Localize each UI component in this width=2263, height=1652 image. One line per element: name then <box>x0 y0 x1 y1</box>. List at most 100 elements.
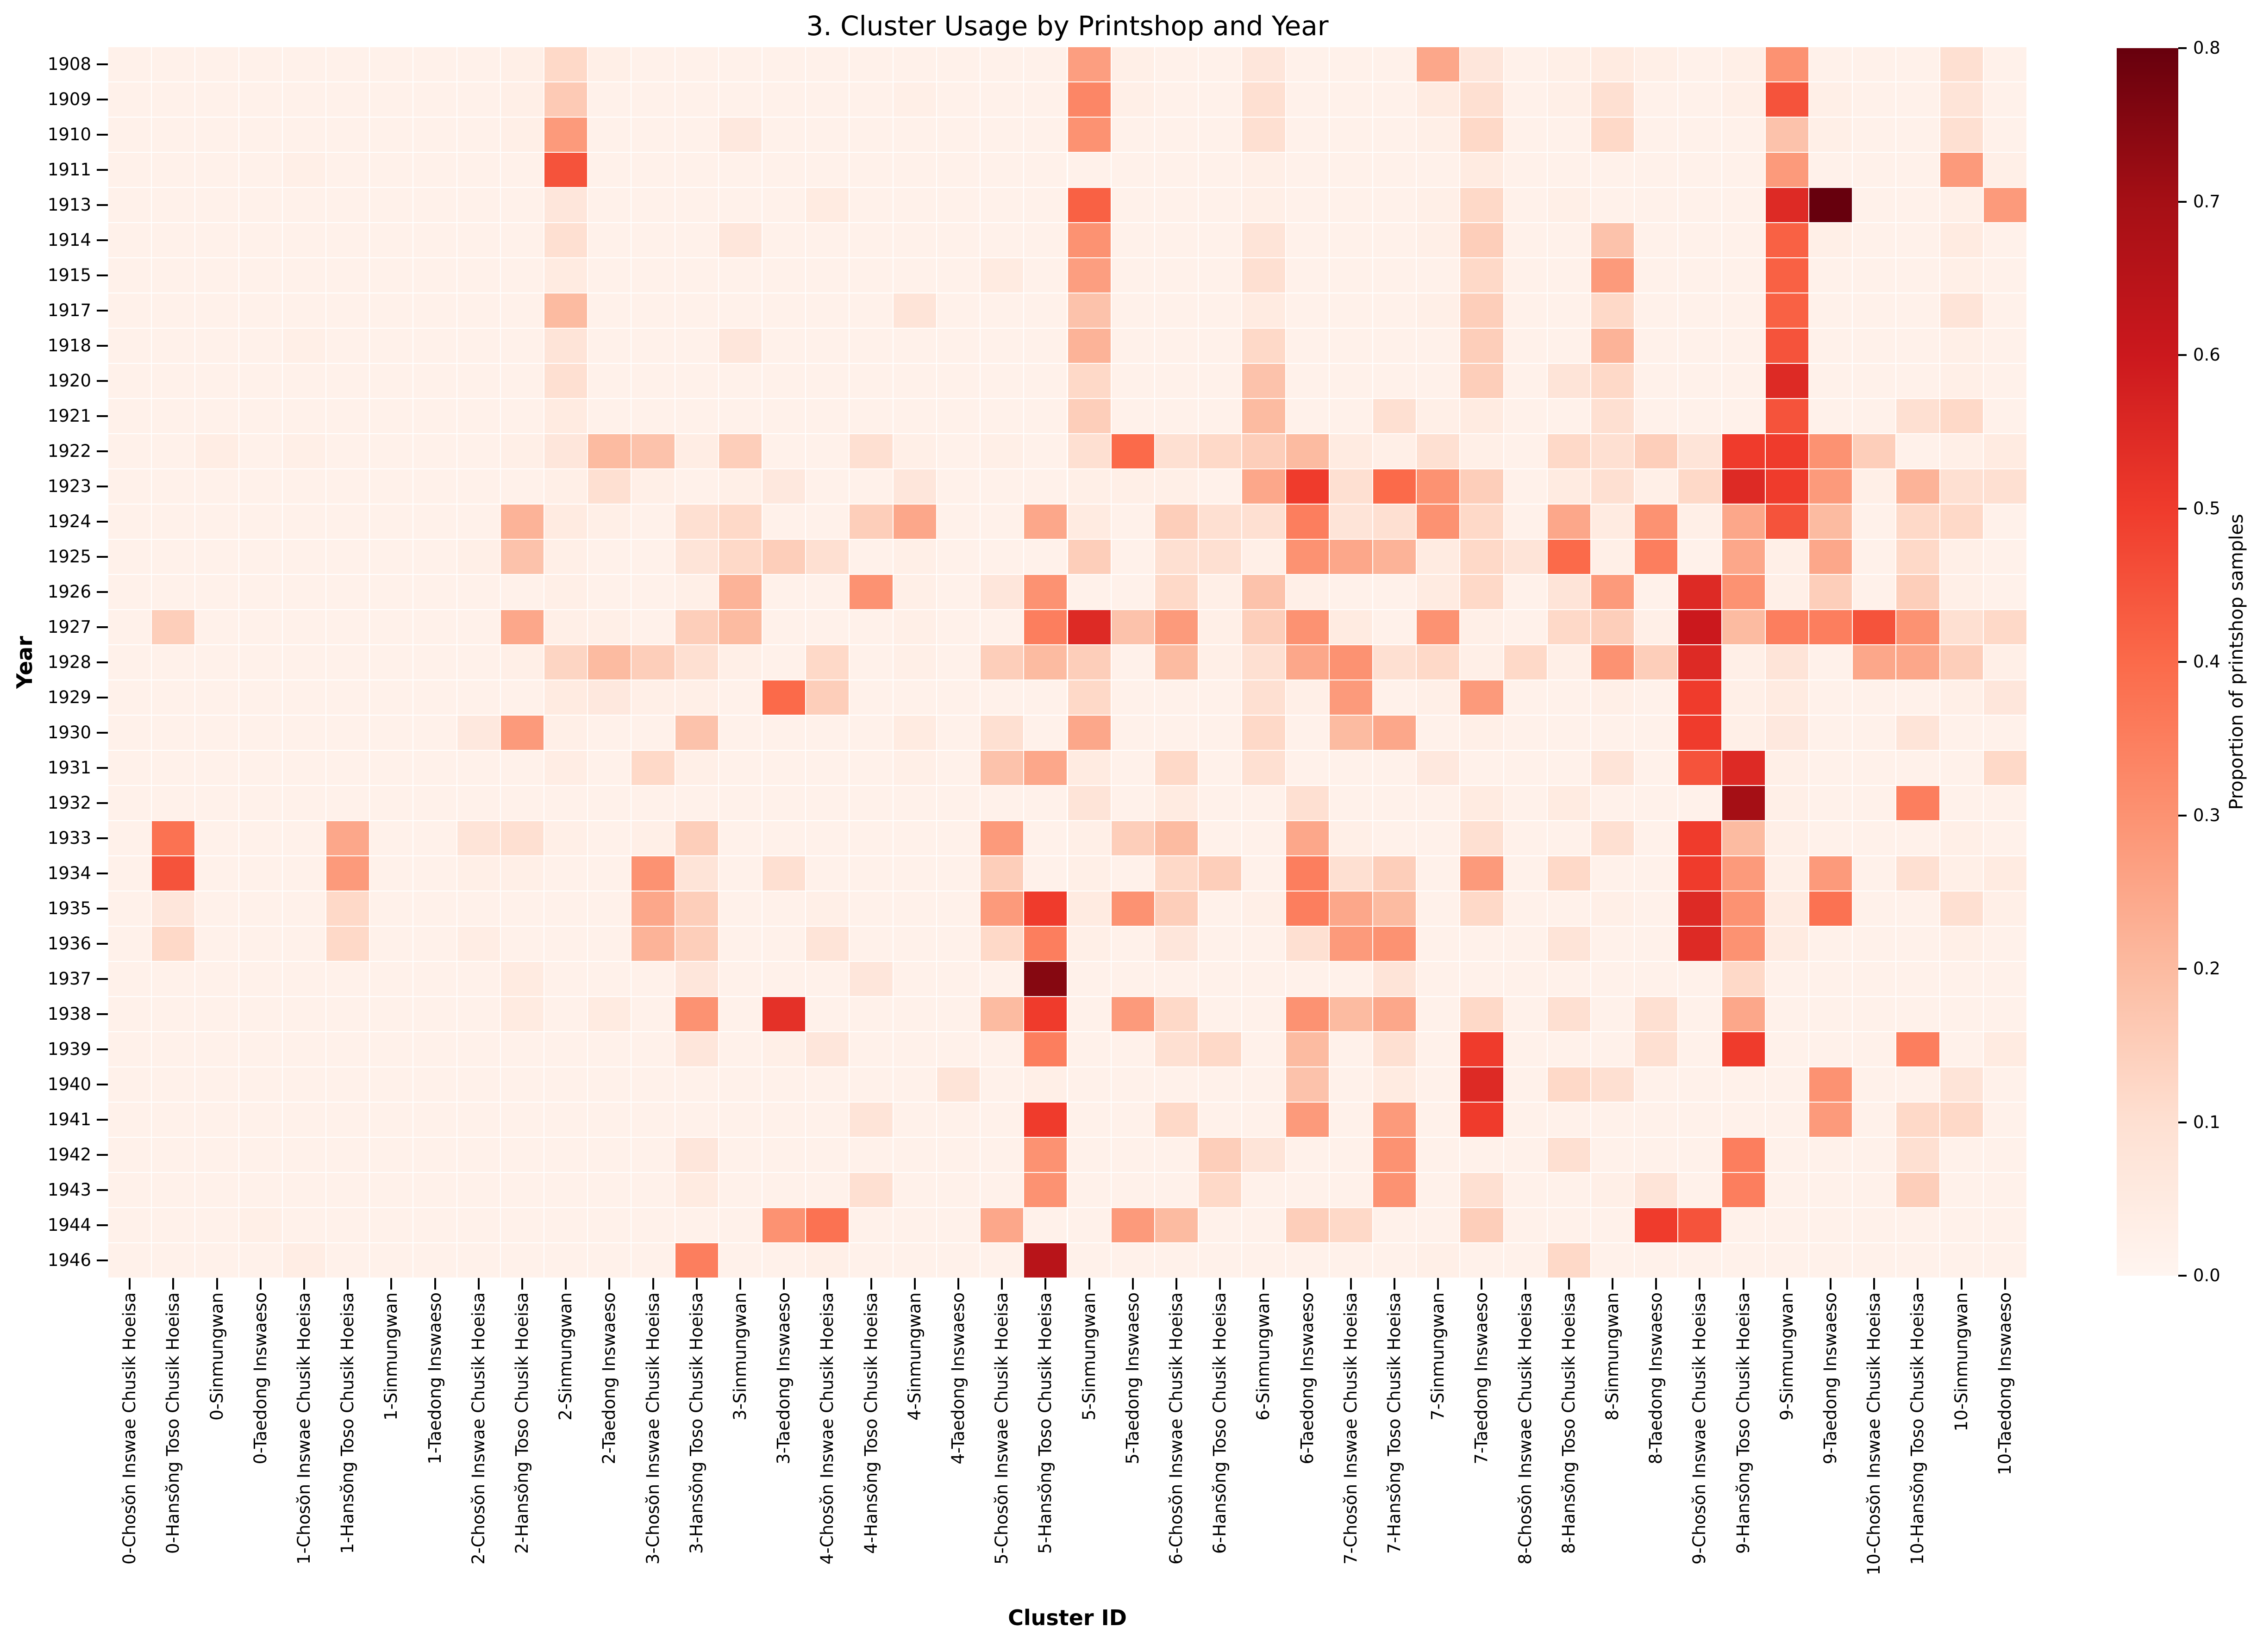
heatmap-cell <box>1765 645 1809 680</box>
heatmap-cell <box>1939 47 1983 82</box>
heatmap-cell <box>1460 891 1504 926</box>
heatmap-cell <box>456 293 500 328</box>
heatmap-cell <box>1416 258 1460 293</box>
heatmap-cell <box>936 363 981 399</box>
heatmap-cell <box>1765 891 1809 926</box>
heatmap-cell <box>151 926 195 961</box>
heatmap-cell <box>1590 399 1635 434</box>
heatmap-cell <box>1634 856 1678 891</box>
heatmap-cell <box>1678 926 1722 961</box>
heatmap-cell <box>1765 1032 1809 1067</box>
heatmap-cell <box>936 82 981 117</box>
x-tick <box>1437 1278 1439 1290</box>
heatmap-cell <box>1939 152 1983 187</box>
heatmap-cell <box>282 152 326 187</box>
heatmap-cell <box>1503 785 1547 821</box>
heatmap-cell <box>1285 610 1329 645</box>
heatmap-cell <box>1765 187 1809 223</box>
heatmap-cell <box>1634 469 1678 504</box>
heatmap-cell <box>108 997 152 1032</box>
heatmap-cell <box>1939 117 1983 152</box>
heatmap-cell <box>1460 469 1504 504</box>
heatmap-cell <box>413 680 457 715</box>
heatmap-cell <box>1067 152 1111 187</box>
heatmap-cell <box>762 821 806 856</box>
heatmap-cell <box>1372 47 1417 82</box>
heatmap-cell <box>1460 1208 1504 1243</box>
heatmap-cell <box>1460 223 1504 258</box>
heatmap-cell <box>326 539 370 574</box>
x-tick <box>1219 1278 1221 1290</box>
x-tick-label: 8-Sinmungwan <box>1602 1292 1623 1421</box>
y-tick-label: 1942 <box>47 1145 91 1165</box>
heatmap-cell <box>1067 1137 1111 1172</box>
heatmap-cell <box>151 821 195 856</box>
heatmap-cell <box>1329 610 1373 645</box>
heatmap-cell <box>1067 1172 1111 1208</box>
y-tick-label: 1935 <box>47 898 91 918</box>
heatmap-cell <box>238 680 282 715</box>
heatmap-cell <box>980 1208 1024 1243</box>
heatmap-cell <box>195 258 239 293</box>
heatmap-cell <box>456 258 500 293</box>
y-tick-label: 1913 <box>47 195 91 215</box>
heatmap-cell <box>1634 187 1678 223</box>
heatmap-cell <box>1547 293 1591 328</box>
x-tick <box>390 1278 393 1290</box>
heatmap-cell <box>413 293 457 328</box>
heatmap-cell <box>1416 152 1460 187</box>
heatmap-cell <box>1808 1102 1853 1137</box>
heatmap-cell <box>588 117 631 152</box>
heatmap-cell <box>326 961 370 997</box>
heatmap-cell <box>456 117 500 152</box>
heatmap-cell <box>588 1137 631 1172</box>
heatmap-cell <box>369 1172 413 1208</box>
heatmap-cell <box>1460 539 1504 574</box>
heatmap-cell <box>1503 1067 1547 1102</box>
heatmap-cell <box>238 750 282 785</box>
heatmap-cell <box>718 187 763 223</box>
heatmap-cell <box>1460 363 1504 399</box>
heatmap-cell <box>1678 434 1722 469</box>
x-tick <box>216 1278 218 1290</box>
heatmap-cell <box>1198 926 1242 961</box>
heatmap-cell <box>413 715 457 750</box>
heatmap-cell <box>326 117 370 152</box>
heatmap-cell <box>849 328 893 363</box>
heatmap-cell <box>1547 856 1591 891</box>
heatmap-cell <box>1416 363 1460 399</box>
heatmap-cell <box>1329 856 1373 891</box>
heatmap-cell <box>195 926 239 961</box>
heatmap-cell <box>1198 82 1242 117</box>
heatmap-cell <box>1242 504 1286 539</box>
heatmap-cell <box>151 328 195 363</box>
heatmap-cell <box>762 187 806 223</box>
heatmap-cell <box>1285 258 1329 293</box>
heatmap-cell <box>1939 504 1983 539</box>
x-tick-label: 3-Chosŏn Inswae Chusik Hoeisa <box>643 1292 663 1565</box>
heatmap-cell <box>631 680 675 715</box>
heatmap-cell <box>1329 715 1373 750</box>
heatmap-cell <box>849 645 893 680</box>
heatmap-cell <box>238 1102 282 1137</box>
heatmap-cell <box>1372 363 1417 399</box>
heatmap-cell <box>326 1067 370 1102</box>
heatmap-cell <box>936 715 981 750</box>
heatmap-cell <box>456 223 500 258</box>
heatmap-cell <box>1067 82 1111 117</box>
heatmap-cell <box>980 1032 1024 1067</box>
heatmap-cell <box>108 574 152 610</box>
heatmap-cell <box>806 1243 850 1278</box>
x-tick <box>1960 1278 1963 1290</box>
y-tick <box>97 450 108 452</box>
heatmap-cell <box>1852 961 1896 997</box>
heatmap-cell <box>1678 1102 1722 1137</box>
x-tick-label: 10-Sinmungwan <box>1951 1292 1971 1432</box>
heatmap-cell <box>893 399 937 434</box>
heatmap-cell <box>631 750 675 785</box>
heatmap-cell <box>1590 223 1635 258</box>
y-tick <box>97 310 108 312</box>
heatmap-cell <box>1460 1137 1504 1172</box>
heatmap-cell <box>936 1172 981 1208</box>
heatmap-cell <box>1198 610 1242 645</box>
